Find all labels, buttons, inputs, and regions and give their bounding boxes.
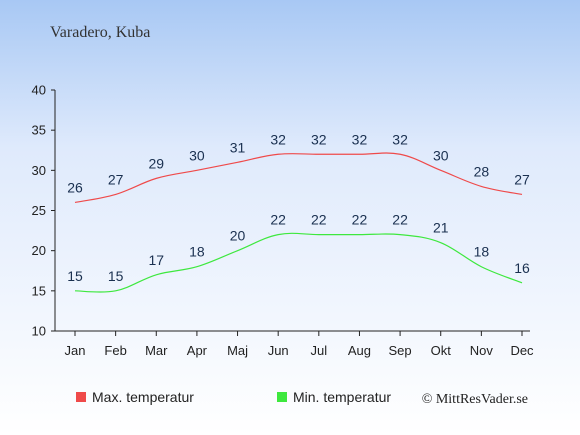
x-tick-label: Jun — [268, 343, 289, 358]
y-tick-label: 25 — [32, 203, 46, 218]
series-line-min — [74, 232, 523, 293]
legend-label: Min. temperatur — [293, 389, 391, 405]
data-label: 32 — [311, 131, 327, 147]
data-label: 17 — [148, 252, 164, 268]
y-ticks: 10 15 20 25 30 35 40 — [32, 83, 55, 339]
data-label: 30 — [433, 147, 449, 163]
x-tick-label: Maj — [227, 343, 248, 358]
x-tick-label: Dec — [510, 343, 534, 358]
y-tick-label: 20 — [32, 243, 46, 258]
data-label: 30 — [189, 147, 205, 163]
data-label: 26 — [67, 179, 83, 195]
y-tick-label: 15 — [32, 283, 46, 298]
copyright-text: © MittResVader.se — [422, 392, 528, 407]
data-label: 27 — [514, 171, 530, 187]
data-label: 21 — [433, 220, 449, 236]
data-label: 22 — [392, 212, 408, 228]
data-label: 32 — [392, 131, 408, 147]
x-tick-label: Sep — [389, 343, 412, 358]
x-tick-label: Jul — [311, 343, 328, 358]
legend-label: Max. temperatur — [92, 389, 194, 405]
data-label: 28 — [474, 163, 490, 179]
data-label: 18 — [474, 244, 490, 260]
x-tick-label: Feb — [104, 343, 126, 358]
data-label: 20 — [230, 228, 246, 244]
series-line-max — [74, 152, 523, 204]
axes — [54, 90, 530, 332]
legend: Max. temperatur Min. temperatur — [76, 389, 391, 405]
x-tick-label: Aug — [348, 343, 371, 358]
data-label: 18 — [189, 244, 205, 260]
data-label: 15 — [67, 268, 83, 284]
data-label: 15 — [108, 268, 124, 284]
x-tick-label: Mar — [145, 343, 168, 358]
data-label: 32 — [352, 131, 368, 147]
data-label: 31 — [230, 139, 246, 155]
data-label: 16 — [514, 260, 530, 276]
x-tick-label: Jan — [65, 343, 86, 358]
legend-swatch — [76, 392, 86, 402]
data-label: 27 — [108, 171, 124, 187]
data-labels: 26 27 29 30 31 32 32 32 32 30 28 27 15 15 17 18 20 22 22 22… — [67, 131, 530, 284]
legend-swatch — [277, 392, 287, 402]
data-label: 22 — [270, 212, 286, 228]
data-label: 29 — [148, 155, 164, 171]
y-tick-label: 35 — [32, 123, 46, 138]
x-tick-label: Okt — [431, 343, 452, 358]
data-label: 22 — [311, 212, 327, 228]
data-label: 32 — [270, 131, 286, 147]
chart-title: Varadero, Kuba — [50, 24, 150, 41]
series-lines — [74, 152, 523, 293]
y-tick-label: 10 — [32, 324, 46, 339]
x-ticks: Jan Feb Mar Apr Maj Jun Jul Aug Sep Okt Nov Dec — [65, 331, 534, 358]
x-tick-label: Nov — [470, 343, 494, 358]
data-label: 22 — [352, 212, 368, 228]
x-tick-label: Apr — [187, 343, 208, 358]
y-tick-label: 40 — [32, 83, 46, 98]
y-tick-label: 30 — [32, 163, 46, 178]
